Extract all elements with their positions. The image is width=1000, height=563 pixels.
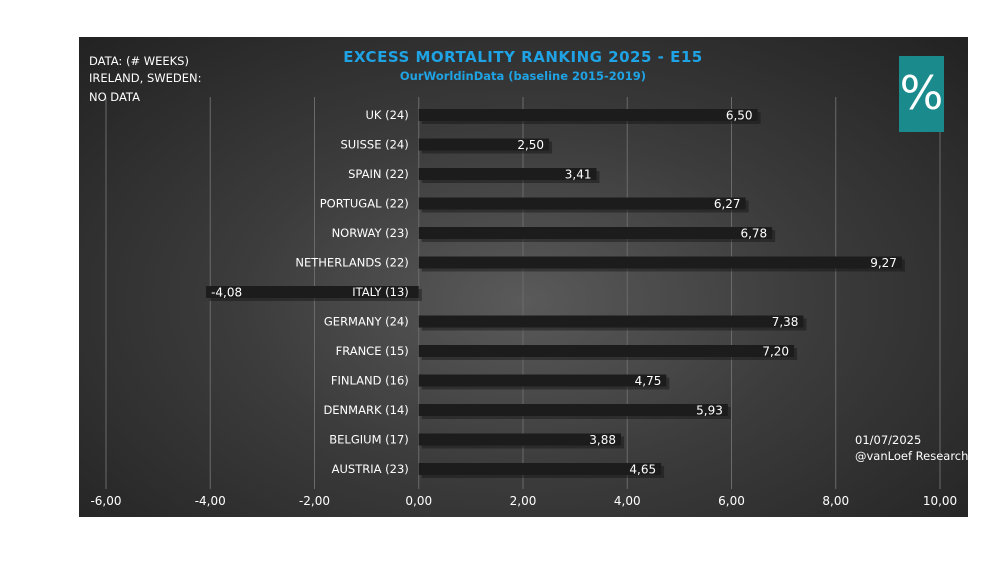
credit-author: @vanLoef Research (855, 449, 968, 463)
bar (418, 138, 550, 151)
percent-badge: % (899, 56, 944, 132)
bar (418, 256, 902, 269)
category-label: DENMARK (14) (323, 403, 408, 417)
bar (418, 345, 795, 357)
data-label: 6,50 (726, 109, 753, 123)
category-label: PORTUGAL (22) (320, 197, 409, 211)
chart-area: EXCESS MORTALITY RANKING 2025 - E15 OurW… (79, 37, 968, 517)
data-label: 9,27 (870, 256, 897, 270)
bar (418, 197, 746, 210)
bar (418, 109, 758, 121)
chart-subtitle: OurWorldinData (baseline 2015-2019) (400, 69, 646, 83)
bar (418, 168, 597, 180)
category-label: UK (24) (366, 108, 409, 122)
x-tick-label: 2,00 (510, 494, 537, 508)
bar (418, 463, 662, 475)
category-label: BELGIUM (17) (329, 433, 408, 447)
bar (418, 227, 773, 239)
data-label: 3,41 (565, 168, 592, 182)
credit-date: 01/07/2025 (855, 433, 921, 447)
data-label: 7,20 (762, 345, 789, 359)
category-label: NORWAY (23) (332, 226, 409, 240)
bar (418, 433, 621, 446)
chart-svg: EXCESS MORTALITY RANKING 2025 - E15 OurW… (89, 48, 968, 508)
category-label: AUSTRIA (23) (332, 462, 409, 476)
category-label: SPAIN (22) (348, 167, 409, 181)
x-tick-label: -6,00 (90, 494, 121, 508)
data-label: 2,50 (517, 138, 544, 152)
data-label: 7,38 (772, 315, 799, 329)
data-label: -4,08 (211, 286, 242, 300)
data-label: 3,88 (589, 433, 616, 447)
x-tick-label: -4,00 (195, 494, 226, 508)
note-line-3: NO DATA (89, 90, 140, 104)
x-tick-label: 4,00 (614, 494, 641, 508)
bars: UK (24) 6,50 SUISSE (24) 2,50 SPAIN (22) 3,41… (206, 108, 905, 478)
data-label: 5,93 (696, 404, 723, 418)
percent-badge-box (899, 56, 944, 132)
data-label: 4,75 (635, 374, 662, 388)
data-label: 4,65 (629, 463, 656, 477)
x-tick-label: -2,00 (299, 494, 330, 508)
category-label: NETHERLANDS (22) (295, 256, 408, 270)
category-label: GERMANY (24) (324, 315, 409, 329)
x-tick-label: 8,00 (822, 494, 849, 508)
percent-symbol: % (900, 66, 944, 120)
bar (418, 374, 667, 387)
category-label: SUISSE (24) (341, 138, 409, 152)
category-label: FINLAND (16) (331, 374, 409, 388)
category-label: ITALY (13) (352, 285, 409, 299)
chart-title: EXCESS MORTALITY RANKING 2025 - E15 (343, 48, 702, 66)
note-line-2: IRELAND, SWEDEN: (89, 71, 202, 85)
bar (206, 286, 419, 298)
note-line-1: DATA: (# WEEKS) (89, 54, 189, 68)
x-axis-ticks: -6,00 -4,00 -2,00 0,00 2,00 4,00 6,00 8,00 10,00 (90, 494, 957, 508)
data-label: 6,78 (740, 227, 767, 241)
category-label: FRANCE (15) (336, 344, 409, 358)
data-label: 6,27 (714, 197, 741, 211)
x-tick-label: 10,00 (923, 494, 957, 508)
gridlines (105, 97, 941, 489)
bar (418, 315, 804, 328)
bar (418, 404, 728, 416)
x-tick-label: 0,00 (405, 494, 432, 508)
x-tick-label: 6,00 (718, 494, 745, 508)
